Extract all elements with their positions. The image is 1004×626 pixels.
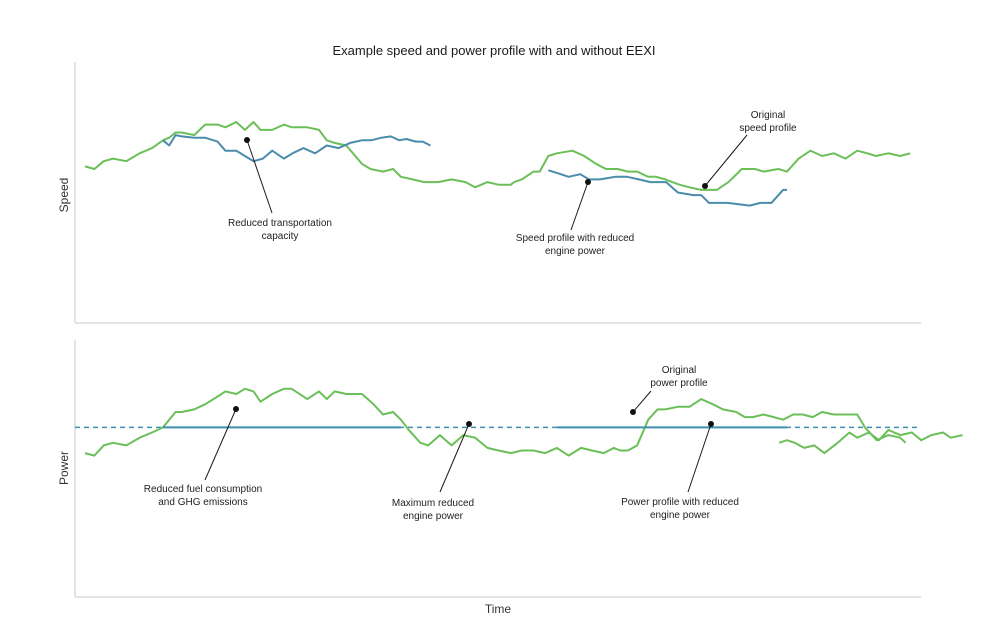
annotation-max-power-2: engine power [403, 511, 464, 522]
series-layer [84, 121, 963, 457]
leader-original-power [632, 390, 652, 413]
marker-max-power [466, 421, 472, 427]
annotation-reduced-transport-1: Reduced transportation [228, 218, 332, 229]
marker-original-speed [702, 183, 708, 189]
annotation-fuel-2: and GHG emissions [158, 497, 247, 508]
leader-fuel [204, 408, 237, 481]
power-original-line [84, 387, 907, 457]
annotation-reduced-transport-2: capacity [262, 231, 299, 242]
annotation-original-power-2: power profile [650, 378, 708, 389]
annotation-power-reduced-2: engine power [650, 510, 711, 521]
marker-power-reduced [708, 421, 714, 427]
annotation-original-speed-1: Original [751, 110, 785, 121]
speed-y-label: Speed [57, 178, 71, 213]
speed-reduced2-line [548, 169, 787, 207]
annotation-original-speed-2: speed profile [739, 123, 797, 134]
leader-original-speed [704, 134, 748, 187]
marker-original-power [630, 409, 636, 415]
power-y-label: Power [57, 451, 71, 485]
marker-speed-reduced [585, 179, 591, 185]
time-x-label: Time [485, 602, 512, 616]
annotation-fuel-1: Reduced fuel consumption [144, 484, 262, 495]
leader-max-power [439, 423, 470, 493]
power-power_tail-line [778, 428, 963, 455]
annotation-speed-reduced-1: Speed profile with reduced [516, 233, 634, 244]
marker-fuel [233, 406, 239, 412]
speed-original-line [84, 121, 911, 191]
marker-reduced-transport [244, 137, 250, 143]
chart-title: Example speed and power profile with and… [332, 43, 655, 58]
leader-power-reduced [687, 423, 712, 493]
annotation-max-power-1: Maximum reduced [392, 498, 474, 509]
annotation-power-reduced-1: Power profile with reduced [621, 497, 739, 508]
leader-reduced-transport [246, 139, 273, 214]
speed-reduced-line [162, 134, 431, 163]
leader-speed-reduced [570, 181, 589, 231]
annotation-original-power-1: Original [662, 365, 696, 376]
annotation-speed-reduced-2: engine power [545, 246, 606, 257]
